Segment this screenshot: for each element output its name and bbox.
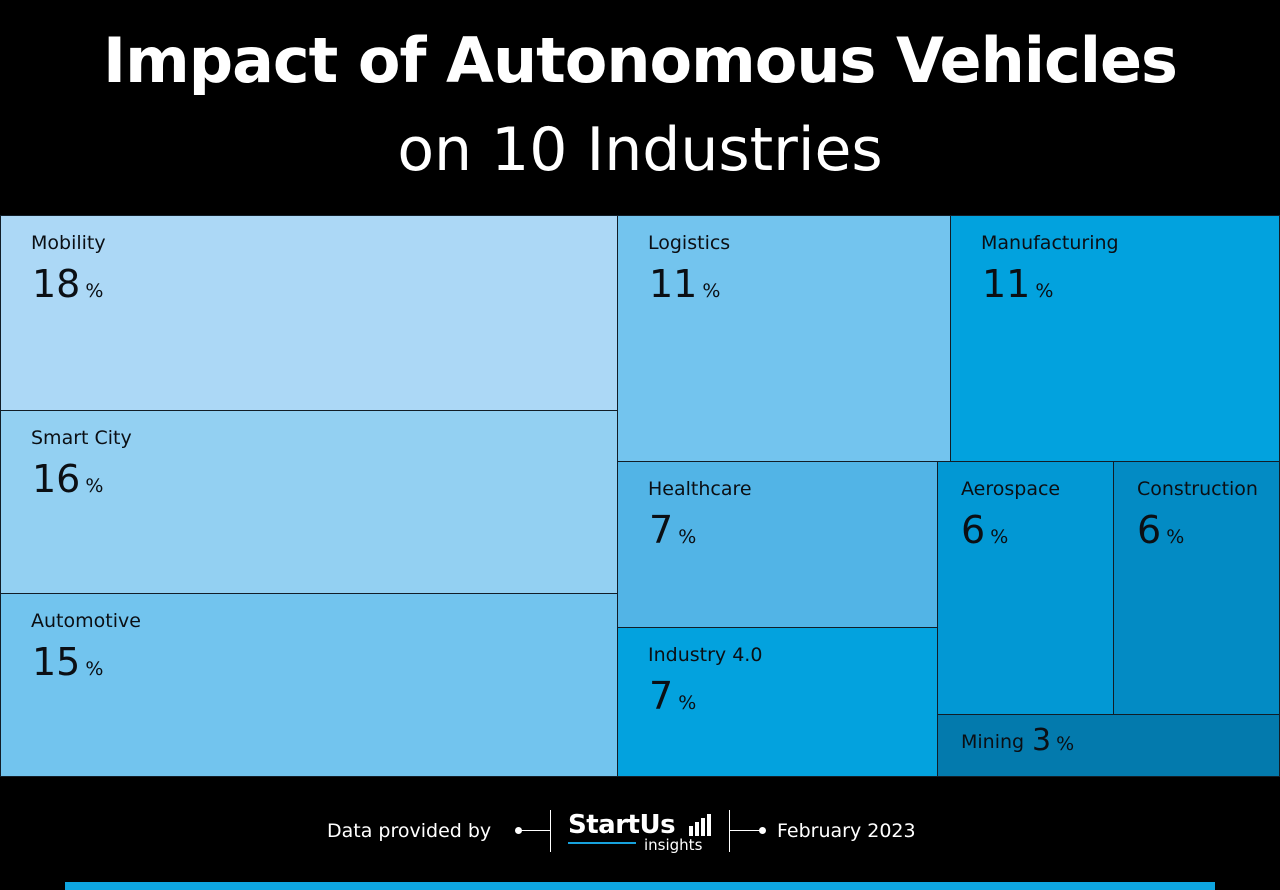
logo-subtext: insights [644,836,703,854]
startus-insights-logo: StartUs insights [568,810,716,856]
tile-label: Construction [1137,478,1258,500]
chart-title: Impact of Autonomous Vehicles [103,24,1178,97]
treemap-tile-mining: Mining 3% [937,714,1280,777]
logo-wordmark: StartUs [568,810,676,840]
tile-value: 7% [649,674,697,718]
tile-value: 16% [32,457,104,501]
treemap-tile-industry-4-0: Industry 4.0 7% [617,627,938,777]
tile-label: Automotive [31,610,141,632]
treemap-tile-aerospace: Aerospace 6% [937,461,1114,715]
tile-value: 15% [32,640,104,684]
tile-label: Smart City [31,427,132,449]
footer: Data provided by StartUs insights Februa… [0,800,1280,862]
logo-bars-icon [689,814,713,836]
tile-value: 6% [961,508,1009,552]
treemap: Mobility 18% Smart City 16% Automotive 15% Log… [0,215,1280,777]
treemap-tile-mobility: Mobility 18% [0,215,618,411]
tile-label: Aerospace [961,478,1061,500]
treemap-tile-logistics: Logistics 11% [617,215,951,462]
bottom-accent-bar [65,882,1215,890]
logo-underline [568,842,636,844]
treemap-tile-manufacturing: Manufacturing 11% [950,215,1280,462]
treemap-tile-automotive: Automotive 15% [0,593,618,777]
treemap-tile-healthcare: Healthcare 7% [617,461,938,628]
tile-value: 3% [1032,723,1075,758]
divider-left [550,810,551,852]
connector-dot-right [759,827,766,834]
data-provided-label: Data provided by [327,820,492,842]
tile-label: Industry 4.0 [648,644,763,666]
tile-label: Mobility [31,232,106,254]
connector-line-right [729,830,763,831]
tile-value: 7% [649,508,697,552]
treemap-tile-construction: Construction 6% [1113,461,1280,715]
tile-label: Healthcare [648,478,752,500]
tile-label: Mining [961,731,1025,753]
connector-line-left [518,830,550,831]
tile-value: 6% [1137,508,1185,552]
tile-label: Manufacturing [981,232,1119,254]
date-label: February 2023 [777,820,916,842]
tile-value: 18% [32,262,104,306]
tile-label: Logistics [648,232,731,254]
chart-subtitle: on 10 Industries [397,115,883,185]
treemap-tile-smart-city: Smart City 16% [0,410,618,594]
divider-right [729,810,730,852]
tile-value: 11% [982,262,1054,306]
tile-value: 11% [649,262,721,306]
